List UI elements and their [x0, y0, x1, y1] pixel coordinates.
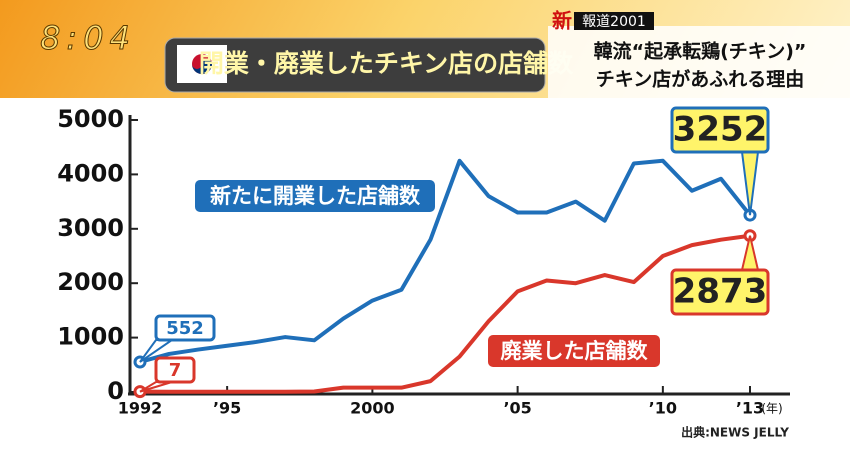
x-tick-label: 1992	[118, 399, 163, 418]
callout-box	[154, 314, 216, 342]
y-tick-label: 1000	[57, 323, 124, 351]
headline: 韓流“起承転鶏(チキン)”	[594, 40, 807, 63]
program-name-bg	[574, 12, 654, 30]
legend-box	[195, 180, 435, 212]
program-box	[548, 26, 850, 98]
data-label: 552	[166, 318, 204, 339]
x-tick-label: ’10	[649, 399, 677, 418]
data-label: 3252	[673, 110, 768, 150]
program-badge: 新	[552, 9, 572, 33]
program-name: 報道2001	[582, 14, 646, 30]
y-tick-label: 5000	[57, 105, 124, 133]
y-tick-label: 4000	[57, 159, 124, 187]
chart-title: 開業・廃業したチキン店の店舗数	[199, 49, 574, 78]
clock: 8:04	[40, 19, 136, 57]
x-tick-label: ’95	[213, 399, 241, 418]
callout-box	[154, 356, 196, 384]
x-tick-label: ’13	[736, 399, 764, 418]
data-label: 2873	[673, 272, 768, 312]
series-line	[139, 158, 752, 364]
data-label: 7	[169, 360, 182, 381]
y-tick-label: 3000	[57, 214, 124, 242]
y-tick-label: 0	[107, 377, 124, 405]
legend-label: 廃業した店舗数	[501, 339, 649, 363]
legend-box	[488, 335, 660, 367]
series-line	[139, 233, 751, 394]
y-tick-label: 2000	[57, 268, 124, 296]
headline: チキン店があふれる理由	[596, 68, 804, 91]
source: 出典:NEWS JELLY	[681, 425, 789, 440]
legend-label: 新たに開業した店舗数	[210, 184, 421, 208]
title-banner	[164, 37, 546, 93]
x-tick-label: 2000	[350, 399, 395, 418]
callout-box	[670, 106, 770, 154]
flag-emblem	[192, 59, 212, 74]
x-tick-label: ’05	[503, 399, 531, 418]
callout-box	[670, 268, 770, 316]
x-unit: (年)	[761, 402, 782, 416]
